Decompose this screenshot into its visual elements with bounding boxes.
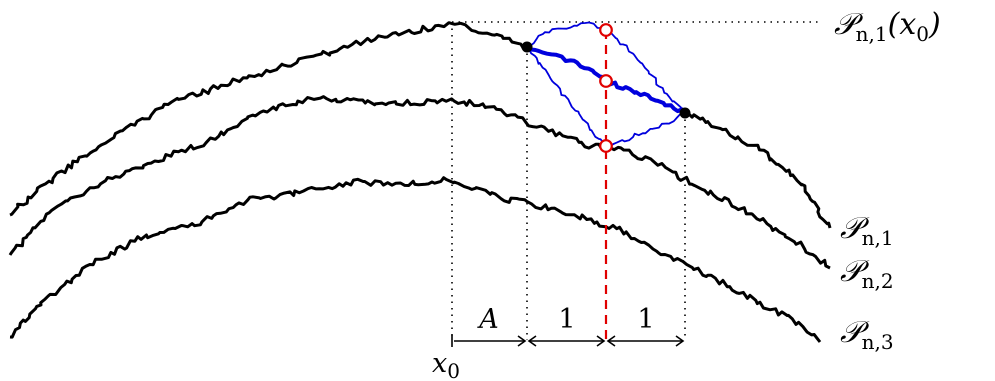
arrowhead [527,335,537,347]
label-p-n-1: 𝒫n,1 [840,211,894,250]
interval-1b-label: 1 [637,304,654,335]
interval-arrows [451,335,685,347]
guide-lines [451,21,820,340]
right-endpoint-dot [679,107,691,119]
top-label: 𝒫n,1(x0) [834,7,941,46]
curve-p-n-2 [8,95,831,270]
arrowhead [517,335,527,347]
label-p-n-3: 𝒫n,3 [840,315,894,354]
arrowhead [675,335,685,347]
middle-red-marker [599,74,613,88]
lower-bridge-path [526,46,686,149]
curve-p-n-3 [9,176,822,343]
arrowhead [596,335,606,347]
x0-label: x0 [432,348,460,381]
left-endpoint-dot [521,41,533,53]
upper-bridge-path [526,21,686,114]
upper-red-marker [599,23,613,37]
curve-p-n-1 [9,21,832,229]
interval-a-label: A [476,304,499,335]
label-p-n-2: 𝒫n,2 [840,254,894,293]
arrowhead [606,335,616,347]
lower-red-marker [599,139,613,153]
interval-1a-label: 1 [558,304,575,335]
